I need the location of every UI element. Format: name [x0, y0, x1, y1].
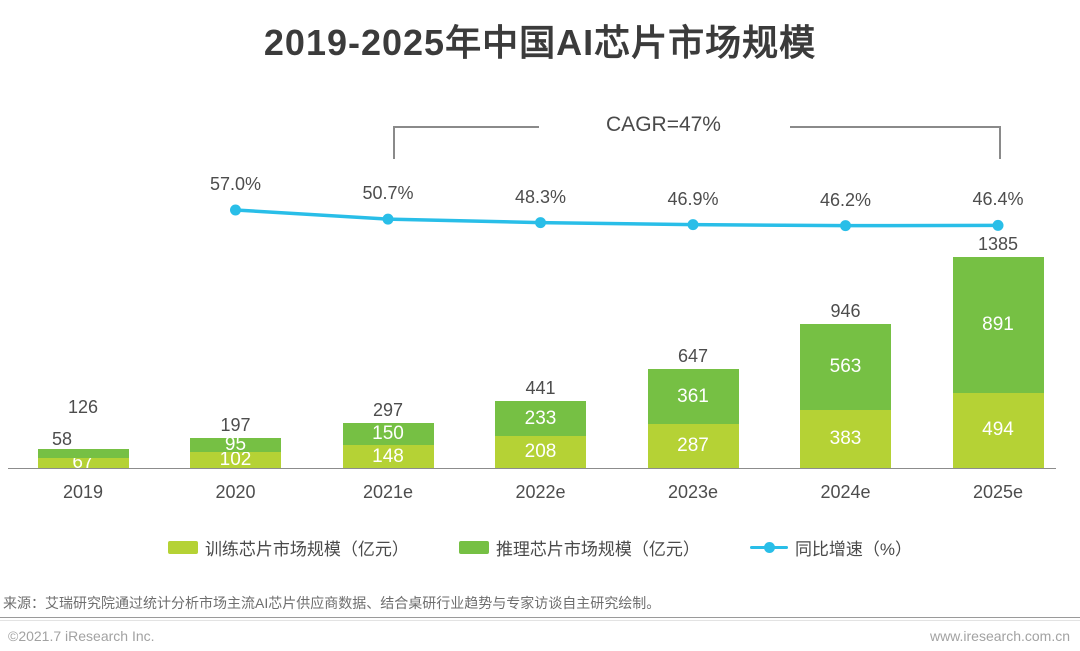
training-value-label: 287 — [677, 435, 709, 457]
bar-segment-training-2024e: 383 — [800, 409, 891, 468]
cagr-bracket-left — [393, 126, 539, 159]
category-label-2020: 2020 — [215, 482, 256, 502]
cagr-bracket-right — [790, 126, 1001, 159]
bar-segment-inference-2021e: 150 — [342, 422, 434, 446]
training-series-swatch-icon — [167, 541, 198, 554]
bar-segment-inference-2024e: 563 — [800, 323, 891, 410]
bar-total-label: 441 — [525, 377, 556, 398]
bar-segment-training-2019: 67 — [37, 452, 129, 473]
category-label-2022e: 2022e — [515, 482, 566, 502]
chart-title: 2019-2025年中国AI芯片市场规模 — [263, 22, 817, 63]
bar-segment-training-2023e: 287 — [647, 424, 739, 468]
inference-value-label: 563 — [829, 355, 862, 377]
growth-polyline — [235, 208, 999, 228]
category-label-2019: 2019 — [62, 482, 104, 502]
growth-point — [992, 219, 1004, 231]
growth-line-swatch-icon — [749, 541, 788, 554]
legend-item-inference: 推理芯片市场规模（亿元） — [458, 535, 700, 560]
growth-point — [382, 213, 394, 225]
bar-segment-inference-2022e: 233 — [495, 400, 586, 437]
inference-series-swatch-icon — [458, 541, 489, 554]
bar-segment-inference-2019 — [37, 448, 129, 458]
footer-copyright: ©2021.7 iResearch Inc. — [8, 628, 155, 644]
growth-value-label: 46.2% — [819, 189, 872, 210]
category-label-2025e: 2025e — [972, 482, 1024, 502]
growth-point — [535, 217, 546, 229]
growth-point — [230, 204, 241, 216]
bar-segment-training-2022e: 208 — [495, 436, 586, 468]
bar-segment-training-2025e: 494 — [952, 392, 1044, 468]
inference-value-label: 891 — [982, 313, 1014, 335]
growth-point — [840, 220, 851, 232]
training-value-label: 148 — [372, 445, 404, 467]
training-value-label: 208 — [524, 441, 557, 463]
growth-value-label: 50.7% — [362, 183, 414, 204]
legend-item-growth: 同比增速（%） — [749, 535, 913, 560]
training-value-label: 494 — [982, 419, 1014, 441]
inference-value-label: 58 — [51, 428, 73, 449]
bar-total-label: 297 — [372, 399, 404, 420]
growth-value-label: 46.4% — [972, 189, 1024, 210]
bar-total-label: 1385 — [977, 234, 1019, 255]
bar-segment-inference-2023e: 361 — [647, 369, 739, 425]
chart-legend: 训练芯片市场规模（亿元） 推理芯片市场规模（亿元） 同比增速（%） — [0, 535, 1080, 560]
footer-website: www.iresearch.com.cn — [929, 628, 1070, 644]
inference-value-label: 361 — [677, 385, 709, 407]
cagr-annotation: CAGR=47% — [606, 113, 721, 136]
footer: ©2021.7 iResearch Inc. www.iresearch.com… — [0, 620, 1080, 651]
bar-segment-training-2020: 102 — [190, 449, 281, 471]
training-value-label: 102 — [219, 449, 252, 471]
growth-point — [687, 219, 699, 231]
training-value-label: 383 — [829, 427, 862, 449]
growth-value-label: 48.3% — [514, 186, 567, 207]
category-label-2024e: 2024e — [820, 482, 871, 502]
source-note: 来源：艾瑞研究院通过统计分析市场主流AI芯片供应商数据、结合桌研行业趋势与专家访… — [0, 593, 1080, 618]
bar-segment-inference-2025e: 891 — [952, 257, 1044, 393]
bar-segment-training-2021e: 148 — [342, 445, 434, 468]
bar-total-label: 197 — [220, 414, 251, 435]
legend-label-training: 训练芯片市场规模（亿元） — [204, 540, 409, 559]
inference-value-label: 95 — [224, 434, 247, 456]
x-axis-line — [8, 468, 1056, 469]
legend-label-growth: 同比增速（%） — [794, 540, 913, 559]
legend-label-inference: 推理芯片市场规模（亿元） — [495, 540, 700, 559]
category-label-2021e: 2021e — [362, 482, 414, 502]
legend-item-training: 训练芯片市场规模（亿元） — [167, 535, 409, 560]
bar-total-label: 946 — [830, 300, 861, 321]
growth-value-label: 46.9% — [667, 188, 719, 209]
bar-segment-inference-2020: 95 — [190, 434, 281, 455]
category-label-2023e: 2023e — [667, 482, 719, 502]
inference-value-label: 150 — [372, 423, 404, 445]
inference-value-label: 233 — [524, 407, 557, 429]
bar-total-label: 126 — [67, 396, 99, 417]
growth-value-label: 57.0% — [209, 174, 262, 194]
bar-total-label: 647 — [677, 346, 709, 367]
